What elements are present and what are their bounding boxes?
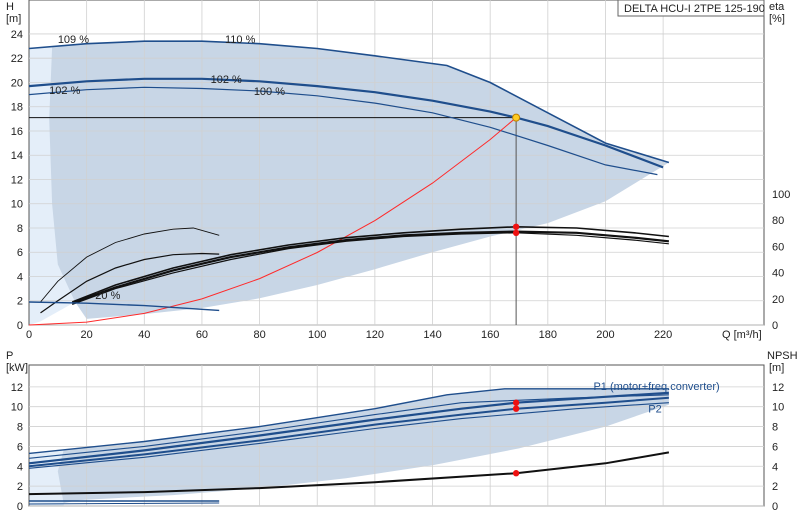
bottom-y-tick-label: 8: [17, 422, 23, 434]
power-series-label: P1 (motor+freq.converter): [593, 381, 719, 393]
power-axis-unit: [kW]: [6, 362, 28, 374]
x-tick-label: 100: [308, 329, 326, 341]
eta-point-marker: [512, 223, 520, 230]
series-p2-min-line: [28, 402, 669, 469]
power-range-area: [29, 388, 669, 503]
top-y-tick-label: 8: [17, 223, 23, 235]
npsh-axis-label: NPSH: [767, 350, 798, 362]
npsh-tick-label: 10: [772, 402, 784, 414]
curve-label: 109 %: [58, 34, 89, 46]
x-tick-label: 0: [26, 329, 32, 341]
top-y-tick-label: 18: [11, 102, 23, 114]
y-right-tick-label: 40: [772, 268, 784, 280]
x-tick-label: 220: [654, 329, 672, 341]
npsh-tick-label: 2: [772, 481, 778, 493]
y-right-label: eta: [769, 1, 785, 13]
bottom-y-tick-label: 10: [11, 402, 23, 414]
series-head-min-line: [28, 86, 658, 176]
duty-point-marker: [512, 113, 521, 122]
series-eta-low-1-line: [40, 252, 220, 314]
x-tick-label: 20: [81, 329, 93, 341]
x-tick-label: 80: [253, 329, 265, 341]
top-y-tick-label: 6: [17, 247, 23, 259]
x-tick-label: 200: [596, 329, 614, 341]
series-system-curve-line: [28, 117, 517, 326]
top-y-tick-label: 14: [11, 150, 23, 162]
series-npsh-low-line: [28, 301, 220, 312]
npsh-tick-label: 8: [772, 422, 778, 434]
bottom-y-tick-label: 6: [17, 441, 23, 453]
power-point-marker: [512, 399, 520, 406]
bottom-y-tick-label: 4: [17, 461, 23, 473]
bottom-y-tick-label: 12: [11, 382, 23, 394]
series-eta-2-line: [71, 230, 670, 305]
series-npsh-line: [28, 451, 670, 496]
y-right-tick-label: 60: [772, 241, 784, 253]
curve-label: 20 %: [95, 290, 120, 302]
y-right-unit: [%]: [769, 13, 785, 25]
y-right-tick-label: 80: [772, 215, 784, 227]
chart-title: DELTA HCU-I 2TPE 125-190: [624, 3, 765, 15]
top-y-tick-label: 4: [17, 271, 23, 283]
x-tick-label: 60: [196, 329, 208, 341]
npsh-tick-label: 12: [772, 382, 784, 394]
npsh-tick-label: 0: [772, 501, 778, 513]
x-tick-label: 40: [138, 329, 150, 341]
curve-label: 100 %: [254, 86, 285, 98]
curve-label: 102 %: [211, 74, 242, 86]
top-y-tick-label: 10: [11, 199, 23, 211]
top-y-tick-label: 24: [11, 29, 23, 41]
x-axis-label: Q [m³/h]: [722, 329, 762, 341]
chart-title-frame: [617, 0, 765, 17]
power-npsh-panel: 0 2 4 6 8 10 12 P[kW] NPSH[m] 0 2 4 6 8 10 12 P1 (motor+…: [6, 350, 798, 513]
y-left-unit: [m]: [6, 13, 21, 25]
top-y-tick-label: 0: [17, 320, 23, 332]
power-point-marker: [512, 405, 520, 412]
top-y-tick-label: 22: [11, 53, 23, 65]
power-axis-label: P: [6, 350, 13, 362]
y-right-tick-label: 100: [772, 189, 790, 201]
top-y-tick-label: 20: [11, 77, 23, 89]
operating-range-area: [29, 41, 669, 319]
series-p1-min-line: [28, 394, 669, 459]
top-y-tick-label: 12: [11, 174, 23, 186]
series-head-op-line: [28, 77, 664, 169]
series-p-low-2-line: [28, 502, 220, 505]
series-eta-1-line: [71, 225, 669, 303]
npsh-tick-label: 6: [772, 441, 778, 453]
x-tick-label: 160: [481, 329, 499, 341]
eta-point-marker: [512, 229, 520, 237]
curve-label: 110 %: [225, 34, 256, 46]
x-tick-label: 180: [539, 329, 557, 341]
bottom-y-tick-label: 0: [17, 501, 23, 513]
power-series-label: P2: [648, 404, 661, 416]
x-tick-label: 140: [423, 329, 441, 341]
series-eta-low-2-line: [40, 227, 220, 303]
npsh-axis-unit: [m]: [769, 362, 784, 374]
series-head-max-line: [28, 40, 670, 164]
npsh-tick-label: 4: [772, 461, 778, 473]
top-y-tick-label: 2: [17, 296, 23, 308]
bottom-y-tick-label: 2: [17, 481, 23, 493]
chart-title-box: DELTA HCU-I 2TPE 125-190: [617, 0, 765, 17]
curve-label: 102 %: [49, 85, 80, 97]
y-left-label: H: [6, 1, 14, 13]
y-right-tick-label: 20: [772, 294, 784, 306]
top-y-tick-label: 16: [11, 126, 23, 138]
series-eta-3-line: [71, 232, 669, 305]
y-right-tick-label: 0: [772, 320, 778, 332]
series-p1-max-line: [28, 388, 669, 455]
power-point-marker: [512, 470, 520, 477]
series-p2-op-line: [28, 396, 669, 468]
x-tick-label: 120: [366, 329, 384, 341]
